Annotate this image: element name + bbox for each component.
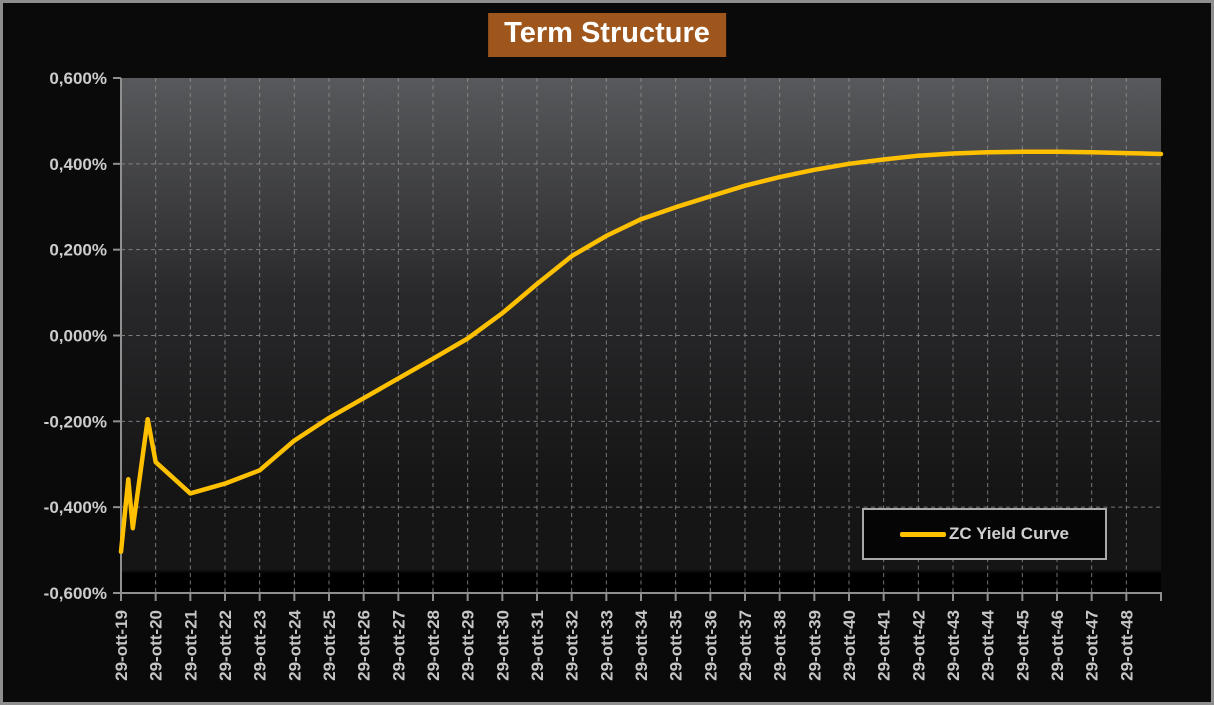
x-tick-label: 29-ott-36 [701,610,720,681]
x-tick-label: 29-ott-26 [355,610,374,681]
legend-series-label: ZC Yield Curve [949,524,1069,543]
legend: ZC Yield Curve [862,508,1107,560]
x-tick-label: 29-ott-47 [1083,610,1102,681]
y-tick-label: 0,000% [49,327,107,346]
x-tick-label: 29-ott-33 [597,610,616,681]
y-tick-label: -0,600% [44,584,107,603]
x-tick-label: 29-ott-32 [563,610,582,681]
x-tick-label: 29-ott-31 [528,610,547,681]
x-tick-label: 29-ott-44 [979,609,998,680]
x-tick-label: 29-ott-27 [389,610,408,681]
x-tick-label: 29-ott-46 [1048,610,1067,681]
x-tick-label: 29-ott-38 [771,610,790,681]
chart-title: Term Structure [488,13,726,57]
x-tick-label: 29-ott-23 [251,610,270,681]
x-tick-label: 29-ott-43 [944,610,963,681]
y-tick-label: 0,200% [49,241,107,260]
x-tick-label: 29-ott-22 [216,610,235,681]
x-tick-label: 29-ott-19 [112,610,131,681]
x-tick-label: 29-ott-42 [909,610,928,681]
yield-curve-line [118,149,1164,555]
x-tick-label: 29-ott-37 [736,610,755,681]
x-tick-label: 29-ott-30 [493,610,512,681]
y-tick-label: -0,400% [44,498,107,517]
y-tick-label: 0,600% [49,69,107,88]
x-tick-label: 29-ott-48 [1117,610,1136,681]
x-tick-label: 29-ott-39 [805,610,824,681]
x-tick-label: 29-ott-35 [667,610,686,681]
legend-line-sample-icon [900,531,946,537]
y-tick-label: -0,200% [44,412,107,431]
y-tick-label: 0,400% [49,155,107,174]
x-tick-label: 29-ott-24 [285,609,304,680]
x-tick-label: 29-ott-40 [840,610,859,681]
x-tick-label: 29-ott-45 [1013,610,1032,681]
x-tick-label: 29-ott-21 [181,610,200,681]
x-tick-label: 29-ott-20 [147,610,166,681]
x-tick-label: 29-ott-25 [320,610,339,681]
x-tick-label: 29-ott-41 [875,610,894,681]
x-tick-label: 29-ott-29 [459,610,478,681]
x-tick-label: 29-ott-34 [632,609,651,680]
x-tick-label: 29-ott-28 [424,610,443,681]
